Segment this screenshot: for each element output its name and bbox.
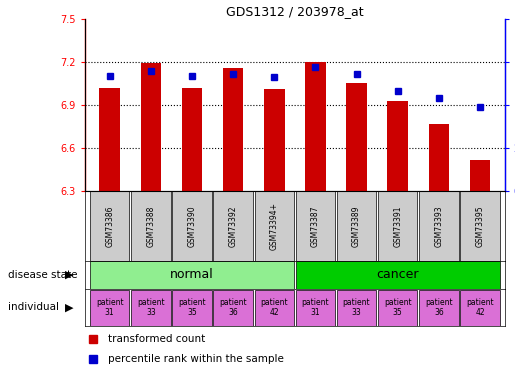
Title: GDS1312 / 203978_at: GDS1312 / 203978_at [226,4,364,18]
Text: transformed count: transformed count [108,334,205,344]
Text: GSM73390: GSM73390 [187,205,196,247]
Text: patient
33: patient 33 [343,298,370,317]
Text: GSM73393: GSM73393 [434,205,443,247]
Bar [419,290,459,326]
Bar [131,191,170,261]
Bar [172,290,212,326]
Text: patient
42: patient 42 [261,298,288,317]
Bar [460,290,500,326]
Text: percentile rank within the sample: percentile rank within the sample [108,354,284,364]
Text: disease state: disease state [8,270,78,280]
Bar [296,261,500,289]
Bar [378,290,418,326]
Bar [296,290,335,326]
Text: patient
31: patient 31 [96,298,124,317]
Text: normal: normal [170,268,214,281]
Bar [90,261,294,289]
Text: GSM73394+: GSM73394+ [270,202,279,250]
Text: patient
31: patient 31 [302,298,329,317]
Text: patient
35: patient 35 [384,298,411,317]
Bar [346,83,367,191]
Text: ▶: ▶ [65,303,74,312]
Text: GSM73391: GSM73391 [393,205,402,247]
Bar [223,68,244,191]
Bar [428,124,449,191]
Text: patient
36: patient 36 [219,298,247,317]
Text: patient
42: patient 42 [466,298,494,317]
Text: ▶: ▶ [65,270,74,280]
Bar [337,191,376,261]
Text: cancer: cancer [376,268,419,281]
Bar [337,290,376,326]
Bar [460,191,500,261]
Bar [264,89,285,191]
Text: individual: individual [8,303,60,312]
Text: GSM73387: GSM73387 [311,205,320,247]
Bar [387,100,408,191]
Bar [141,63,161,191]
Text: patient
33: patient 33 [137,298,165,317]
Text: GSM73389: GSM73389 [352,205,361,247]
Bar [182,88,202,191]
Text: patient
36: patient 36 [425,298,453,317]
Bar [419,191,459,261]
Bar [378,191,418,261]
Text: GSM73395: GSM73395 [475,205,485,247]
Bar [131,290,170,326]
Bar [99,88,120,191]
Bar [213,290,253,326]
Bar [90,191,129,261]
Bar [213,191,253,261]
Text: patient
35: patient 35 [178,298,206,317]
Text: GSM73386: GSM73386 [105,205,114,247]
Bar [254,290,294,326]
Bar [172,191,212,261]
Bar [296,191,335,261]
Text: GSM73392: GSM73392 [229,205,237,247]
Bar [305,62,325,191]
Bar [254,191,294,261]
Text: GSM73388: GSM73388 [146,205,156,247]
Bar [470,160,490,191]
Bar [90,290,129,326]
